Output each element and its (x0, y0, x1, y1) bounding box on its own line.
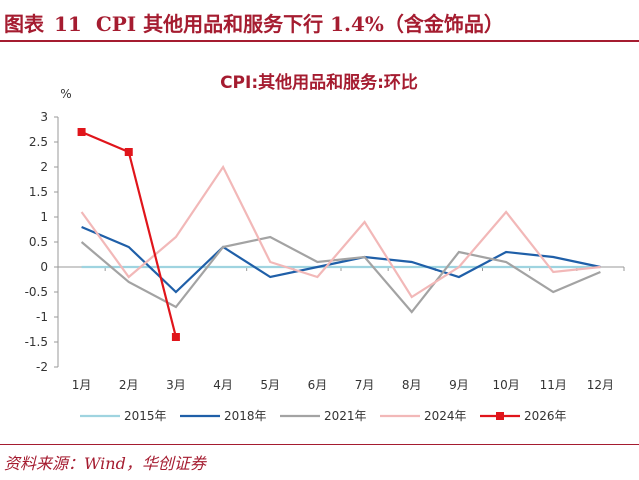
figure-title: CPI 其他用品和服务下行 1.4%（含金饰品） (95, 12, 504, 36)
y-tick-label: 1.5 (29, 185, 48, 199)
y-tick-label: -1.5 (25, 335, 48, 349)
line-chart: CPI:其他用品和服务:环比% 3 2.5 2 1.5 1 0.5 0 -0.5 -1 -1.5 -2… (25, 72, 625, 423)
series-line-2024年 (80, 164, 601, 299)
series-marker-2026年 (77, 128, 86, 136)
y-tick-label: 0 (40, 260, 48, 274)
y-tick-label: -0.5 (25, 285, 48, 299)
caption-rule (0, 40, 639, 42)
series-marker-2026年 (171, 333, 180, 341)
x-tick-label: 2月 (119, 378, 139, 392)
x-tick-label: 11月 (540, 378, 567, 392)
y-tick-label: 2 (40, 160, 48, 174)
y-tick-label: -2 (36, 360, 48, 374)
x-tick-label: 1月 (72, 378, 92, 392)
y-tick-label: -1 (36, 310, 48, 324)
x-tick-label: 7月 (355, 378, 375, 392)
y-tick-label: 1 (40, 210, 48, 224)
legend-label-2018年: 2018年 (224, 409, 267, 423)
x-tick-label: 3月 (166, 378, 186, 392)
x-tick-label: 8月 (402, 378, 422, 392)
chart-title: CPI:其他用品和服务:环比 (220, 72, 418, 93)
legend-marker-2026年 (496, 412, 504, 420)
series-line-2018年 (81, 225, 601, 294)
y-axis-unit: % (60, 87, 71, 101)
legend-label-2015年: 2015年 (124, 409, 167, 423)
figure-label: 图表 (4, 12, 44, 36)
x-tick-label: 4月 (213, 378, 233, 392)
figure-number: 11 (54, 12, 82, 36)
legend-label-2024年: 2024年 (424, 409, 467, 423)
legend-label-2021年: 2021年 (324, 409, 367, 423)
x-tick-label: 10月 (492, 378, 519, 392)
figure-caption: 图表 11 CPI 其他用品和服务下行 1.4%（含金饰品） (0, 0, 639, 40)
x-tick-label: 12月 (587, 378, 614, 392)
legend-label-2026年: 2026年 (524, 409, 567, 423)
series-line-2026年 (81, 130, 177, 338)
y-tick-label: 2.5 (29, 135, 48, 149)
x-tick-label: 5月 (260, 378, 280, 392)
x-tick-label: 9月 (449, 378, 469, 392)
y-tick-label: 3 (40, 110, 48, 124)
source-note: 资料来源：Wind，华创证券 (4, 454, 206, 473)
source-rule (0, 444, 639, 445)
x-tick-label: 6月 (308, 378, 328, 392)
series-marker-2026年 (124, 148, 133, 156)
y-tick-label: 0.5 (29, 235, 48, 249)
